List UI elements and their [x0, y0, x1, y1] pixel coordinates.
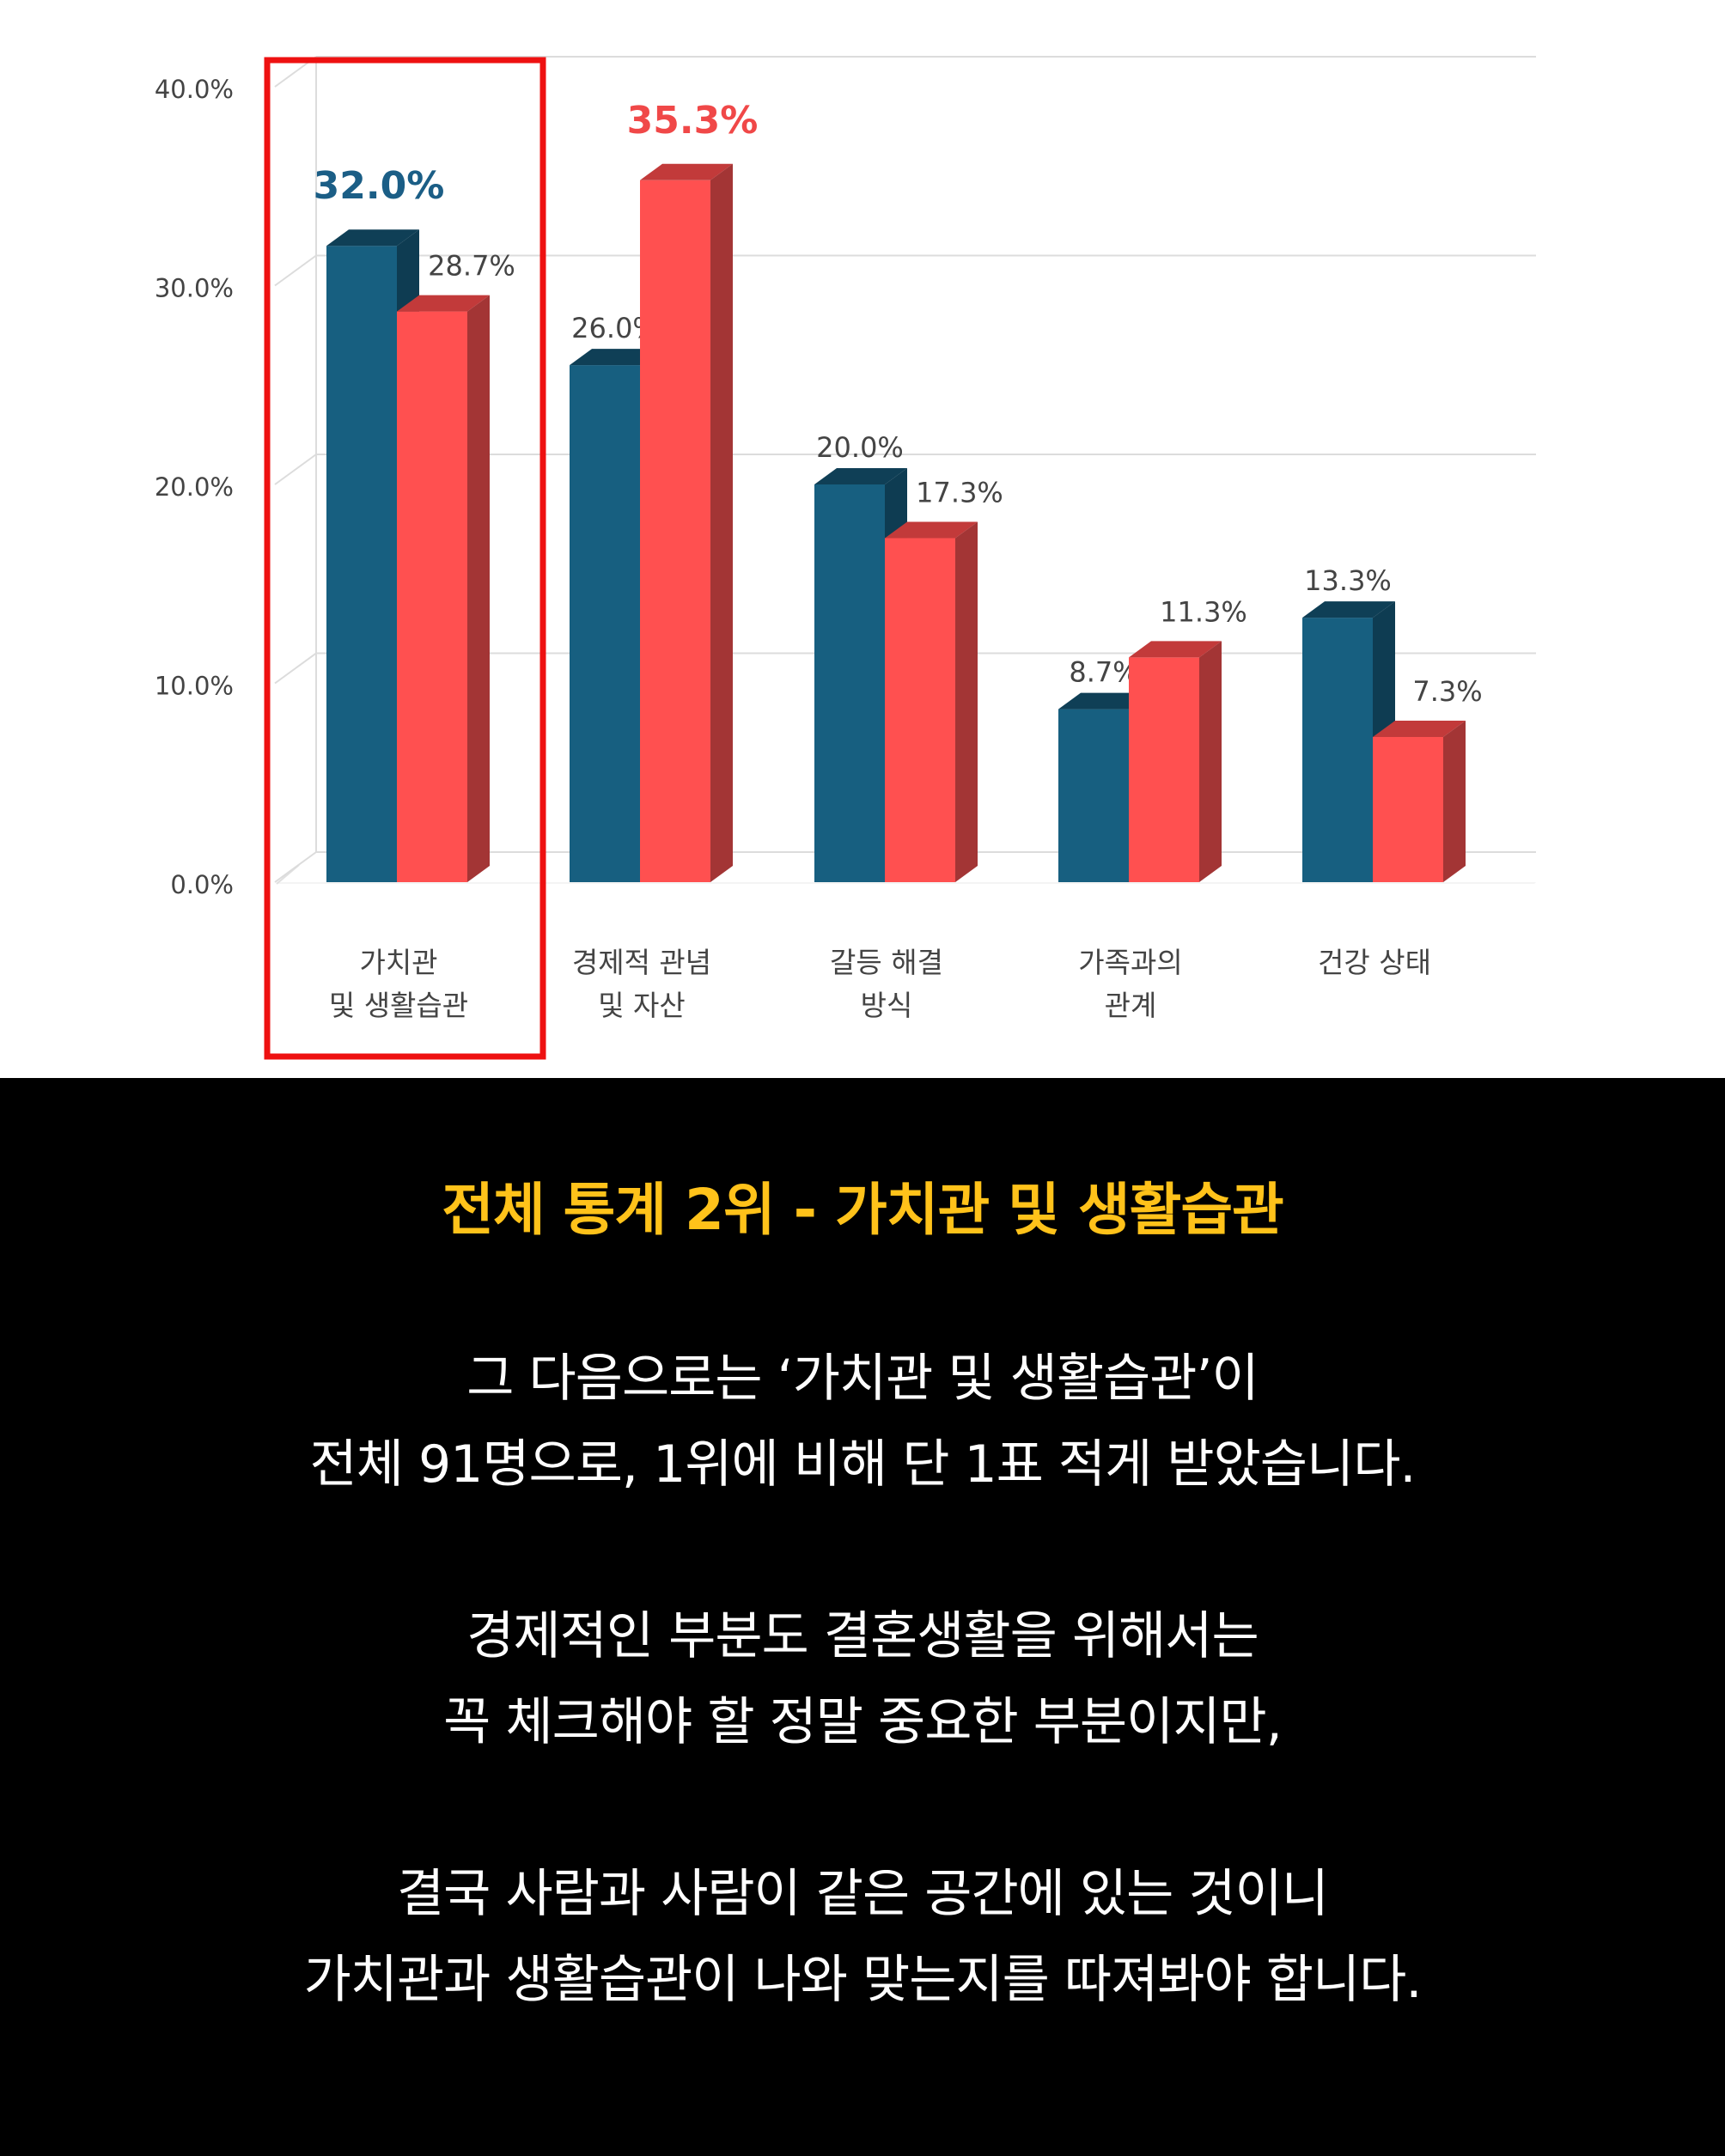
data-label: 13.3%: [1304, 564, 1392, 597]
paragraph-line: 결국 사람과 사람이 같은 공간에 있는 것이니: [396, 1864, 1329, 1924]
bar: [1302, 618, 1373, 882]
paragraph-line: 그 다음으로는 ‘가치관 및 생활습관’이: [466, 1349, 1259, 1409]
data-label: 17.3%: [916, 477, 1003, 509]
category-label: 방식: [861, 989, 913, 1022]
data-label: 28.7%: [428, 250, 515, 283]
bar-top-face: [397, 295, 490, 312]
paragraph-line: 꼭 체크해야 할 정말 중요한 부분이지만,: [443, 1692, 1283, 1752]
gridline-diagonal: [274, 454, 317, 485]
bar: [1129, 657, 1199, 882]
y-tick-label: 30.0%: [155, 274, 234, 303]
highlight-box: [264, 57, 546, 1060]
bar: [570, 365, 640, 883]
data-label: 8.7%: [1069, 656, 1138, 689]
bar-top-face: [1129, 641, 1222, 658]
paragraph-3: 결국 사람과 사람이 같은 공간에 있는 것이니 가치관과 생활습관이 나와 맞…: [0, 1851, 1725, 2023]
bar-top-face: [1058, 692, 1151, 710]
category-label: 경제적 관념: [572, 946, 711, 979]
bar-side-face: [467, 295, 490, 883]
bar-top-face: [570, 349, 662, 366]
y-tick-label: 40.0%: [155, 75, 234, 104]
paragraph-line: 전체 91명으로, 1위에 비해 단 1표 적게 받았습니다.: [309, 1434, 1417, 1495]
bar: [397, 311, 467, 883]
data-label: 11.3%: [1160, 595, 1247, 628]
bar: [1373, 737, 1443, 882]
bar-side-face: [955, 521, 978, 882]
chart-floor: [277, 882, 1536, 884]
data-label: 7.3%: [1412, 675, 1482, 708]
bar-side-face: [710, 163, 733, 882]
category-label: 및 자산: [598, 989, 686, 1022]
bar-top-face: [1373, 721, 1466, 738]
paragraph-2: 경제적인 부분도 결혼생활을 위해서는 꼭 체크해야 할 정말 중요한 부분이지…: [0, 1593, 1725, 1765]
bar: [814, 484, 885, 882]
headline: 전체 통계 2위 - 가치관 및 생활습관: [442, 1177, 1284, 1243]
category-label: 가치관: [359, 946, 437, 979]
category-label: 갈등 해결: [830, 946, 943, 979]
paragraph-1: 그 다음으로는 ‘가치관 및 생활습관’이 전체 91명으로, 1위에 비해 단…: [0, 1336, 1725, 1507]
category-label: 관계: [1105, 989, 1157, 1022]
caption-panel: 전체 통계 2위 - 가치관 및 생활습관 그 다음으로는 ‘가치관 및 생활습…: [0, 1078, 1725, 2156]
category-label: 가족과의: [1078, 946, 1182, 979]
bar-top-face: [814, 468, 907, 484]
bar-top-face: [326, 229, 419, 247]
bar: [1058, 709, 1129, 882]
bar: [885, 538, 955, 882]
category-label: 및 생활습관: [329, 989, 468, 1022]
gridline-diagonal: [274, 652, 317, 685]
bar-top-face: [1302, 601, 1395, 618]
gridline-diagonal: [274, 851, 317, 883]
y-tick-label: 20.0%: [155, 472, 234, 502]
bar-side-face: [1199, 641, 1222, 882]
data-label: 35.3%: [627, 99, 759, 143]
data-label: 20.0%: [816, 431, 904, 464]
paragraph-line: 가치관과 생활습관이 나와 맞는지를 따져봐야 합니다.: [303, 1950, 1423, 2010]
gridline-diagonal: [274, 254, 317, 287]
bar-top-face: [640, 163, 733, 180]
data-label: 32.0%: [314, 164, 445, 208]
bar-side-face: [1443, 721, 1466, 882]
y-tick-label: 10.0%: [155, 672, 234, 701]
paragraph-line: 경제적인 부분도 결혼생활을 위해서는: [466, 1606, 1259, 1666]
category-label: 건강 상태: [1318, 946, 1431, 979]
bar: [640, 180, 710, 882]
bar: [326, 246, 397, 882]
y-tick-label: 0.0%: [170, 870, 234, 899]
bar-top-face: [885, 521, 978, 539]
